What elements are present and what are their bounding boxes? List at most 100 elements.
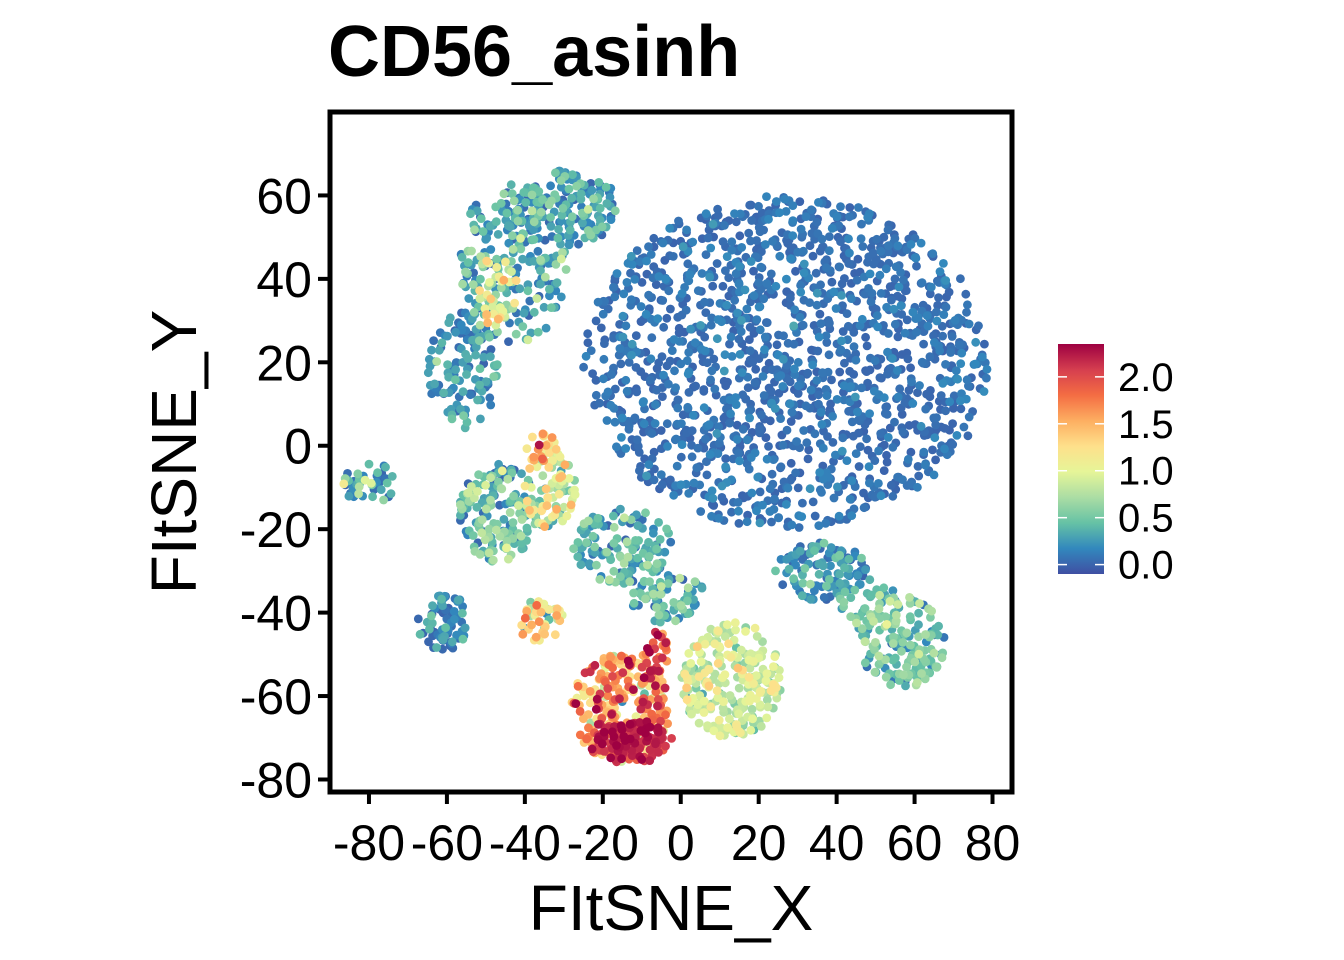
scatter-point — [493, 327, 502, 337]
scatter-point — [745, 696, 754, 706]
scatter-point — [637, 755, 647, 764]
scatter-point — [749, 266, 758, 276]
scatter-point — [477, 515, 487, 524]
scatter-point — [893, 366, 902, 375]
scatter-point — [835, 367, 845, 377]
scatter-point — [762, 318, 772, 327]
scatter-point — [854, 203, 863, 212]
scatter-point — [860, 637, 870, 646]
scatter-point — [742, 435, 752, 445]
scatter-point — [874, 604, 884, 614]
scatter-point — [758, 372, 768, 381]
scatter-point — [688, 410, 698, 420]
scatter-point — [888, 586, 898, 595]
scatter-point — [940, 424, 950, 433]
scatter-point — [430, 379, 439, 389]
scatter-point — [776, 462, 786, 472]
scatter-point — [752, 632, 762, 641]
scatter-point — [963, 300, 972, 310]
scatter-point — [806, 205, 816, 215]
scatter-point — [474, 470, 483, 480]
colorbar-tick-label: 0.5 — [1118, 497, 1174, 541]
scatter-point — [492, 360, 502, 370]
scatter-point — [840, 587, 850, 597]
scatter-point — [566, 500, 576, 510]
scatter-point — [783, 483, 793, 493]
scatter-point — [674, 216, 683, 226]
x-axis: -80 -60 -40 -20 0 20 40 60 80 — [333, 794, 1020, 871]
scatter-point — [567, 212, 577, 222]
scatter-point — [579, 691, 589, 701]
scatter-point — [538, 429, 548, 439]
scatter-point — [726, 653, 736, 662]
scatter-point — [600, 339, 609, 348]
scatter-point — [652, 603, 661, 612]
scatter-point — [914, 471, 924, 481]
scatter-point — [568, 170, 577, 180]
scatter-point — [476, 414, 485, 424]
scatter-point — [882, 302, 891, 312]
scatter-point — [637, 662, 647, 672]
scatter-point — [353, 469, 363, 479]
scatter-point — [555, 473, 564, 483]
scatter-point — [496, 198, 506, 208]
scatter-point — [514, 501, 523, 510]
scatter-point — [745, 663, 755, 673]
scatter-point — [912, 327, 921, 337]
scatter-point — [354, 489, 363, 499]
scatter-point — [750, 623, 760, 633]
y-tick-label: 40 — [256, 252, 312, 308]
scatter-point — [941, 302, 951, 312]
scatter-point — [510, 298, 519, 308]
scatter-point — [906, 240, 916, 249]
scatter-point — [690, 338, 700, 348]
scatter-point — [413, 614, 423, 624]
scatter-point — [928, 445, 937, 455]
scatter-point — [822, 338, 832, 347]
scatter-point — [712, 686, 722, 695]
scatter-point — [508, 518, 518, 527]
scatter-point — [844, 406, 853, 416]
scatter-point — [764, 442, 773, 451]
scatter-point — [917, 278, 927, 288]
scatter-point — [541, 441, 551, 450]
scatter-point — [936, 391, 946, 400]
scatter-point — [602, 547, 612, 557]
scatter-point — [707, 366, 717, 376]
scatter-point — [889, 304, 899, 314]
scatter-point — [979, 387, 989, 396]
scatter-point — [884, 241, 893, 251]
scatter-point — [583, 338, 593, 348]
scatter-point — [427, 611, 436, 621]
scatter-point — [713, 626, 723, 636]
scatter-point — [525, 464, 535, 473]
scatter-point — [486, 345, 496, 354]
scatter-point — [919, 339, 928, 349]
scatter-point — [872, 311, 882, 320]
scatter-point — [625, 577, 635, 586]
scatter-point — [849, 504, 859, 514]
x-tick-label: 80 — [965, 815, 1021, 871]
scatter-point — [645, 745, 655, 755]
scatter-point — [855, 580, 865, 589]
scatter-point — [789, 321, 799, 331]
scatter-point — [879, 440, 889, 450]
scatter-point — [882, 450, 891, 460]
scatter-point — [508, 244, 518, 254]
scatter-point — [595, 575, 605, 584]
scatter-point — [638, 398, 648, 407]
scatter-point — [641, 309, 651, 319]
scatter-point — [499, 275, 509, 285]
scatter-point — [845, 494, 855, 504]
scatter-point — [906, 447, 916, 457]
scatter-point — [669, 598, 679, 607]
colorbar-tick-label: 0.0 — [1118, 544, 1174, 588]
scatter-point — [475, 380, 485, 390]
scatter-point — [643, 560, 652, 570]
scatter-point — [652, 544, 661, 554]
scatter-point — [644, 460, 654, 469]
scatter-point — [642, 256, 651, 266]
scatter-point — [562, 511, 572, 521]
scatter-point — [915, 381, 924, 390]
scatter-point — [797, 591, 807, 601]
